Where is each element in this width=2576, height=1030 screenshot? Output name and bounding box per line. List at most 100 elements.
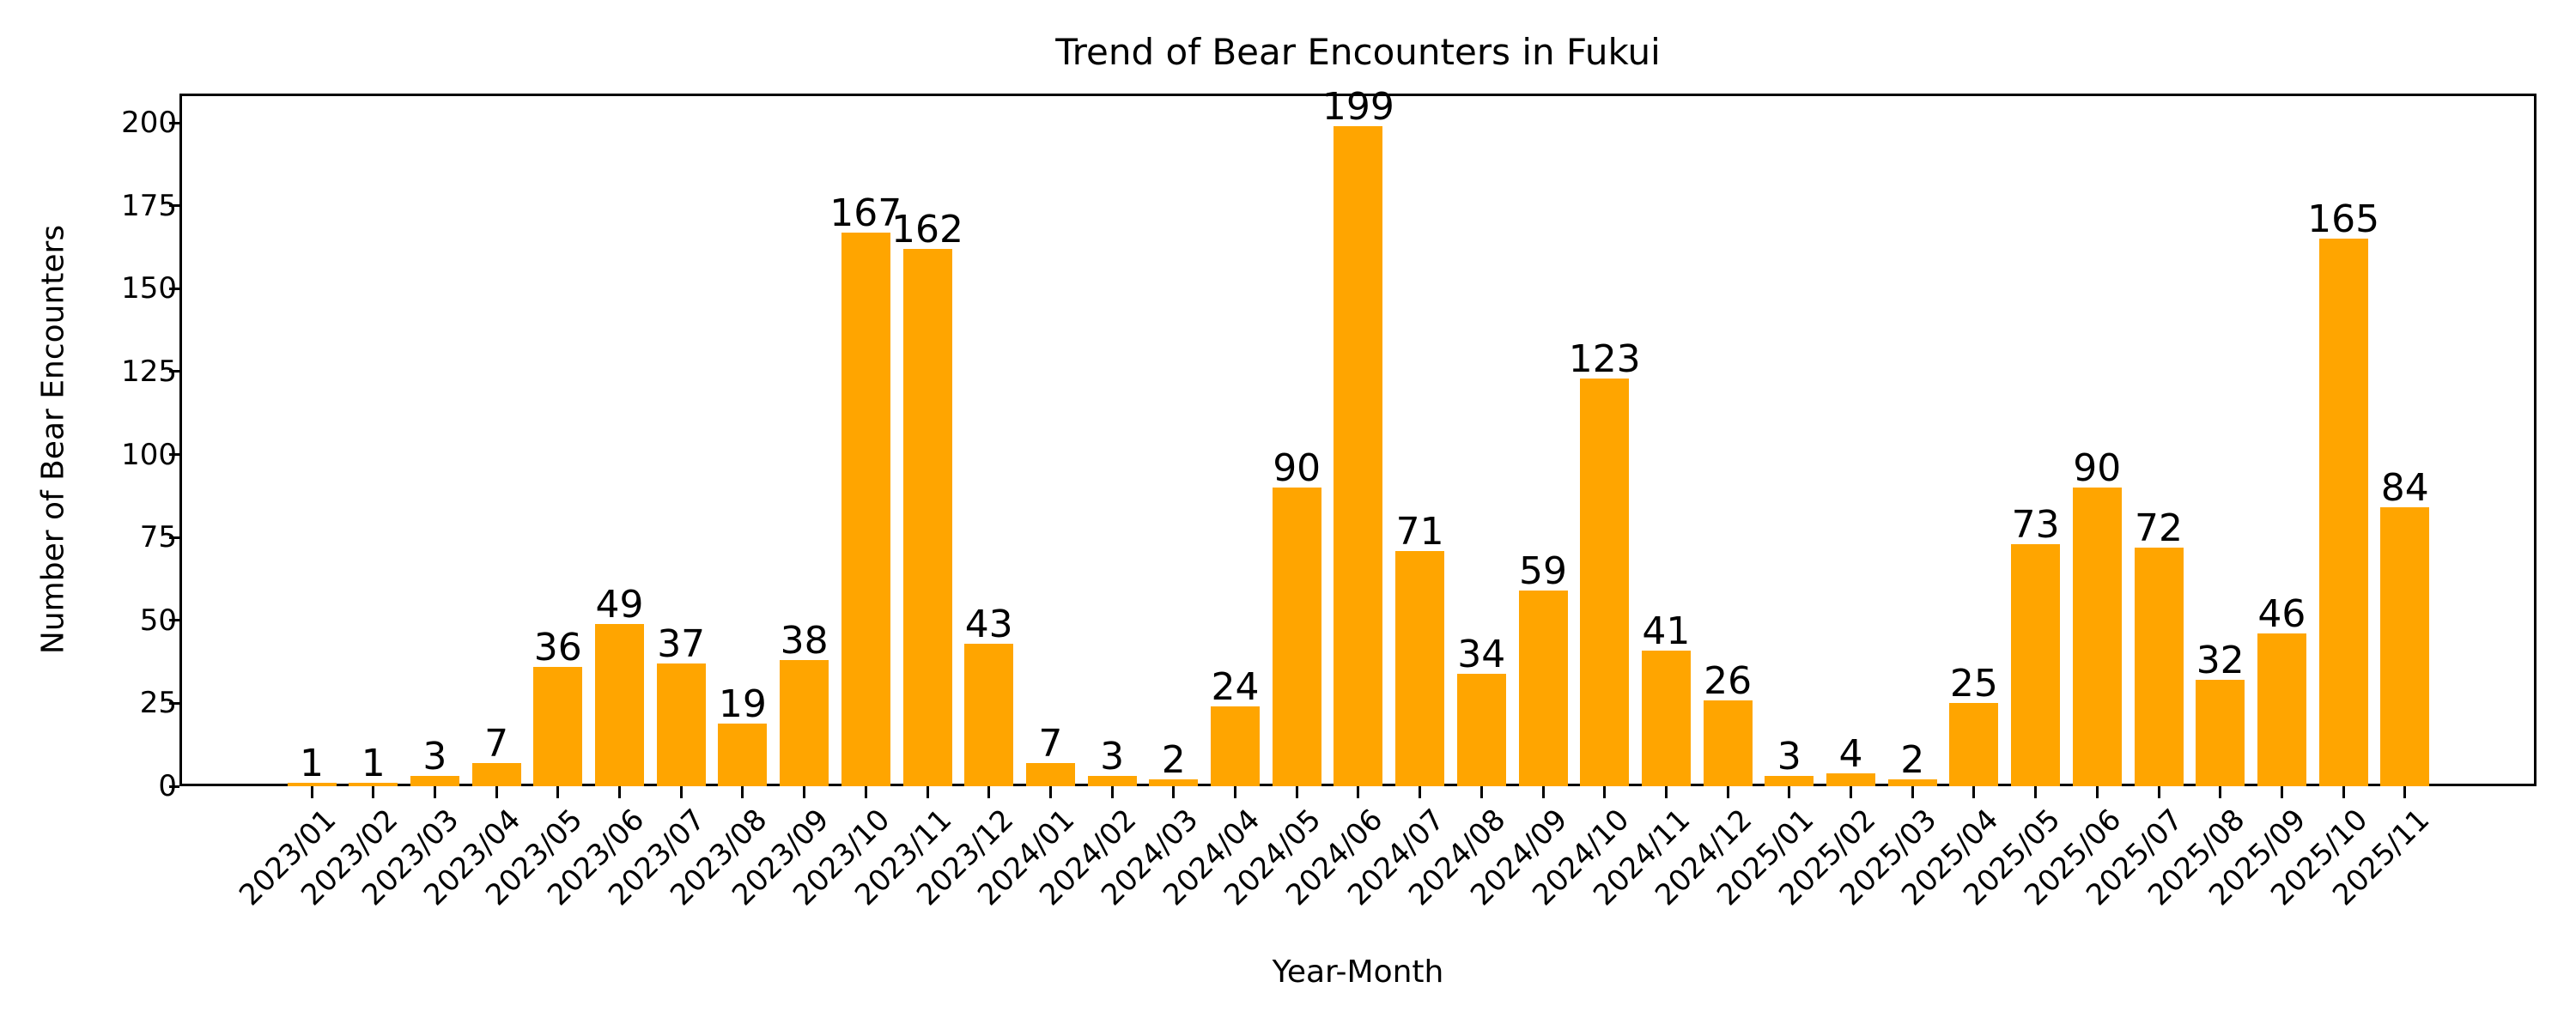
bar-value-label: 24 [1211, 665, 1260, 710]
bar [349, 783, 398, 786]
y-tick-label: 0 [158, 769, 177, 803]
bar-value-label: 26 [1704, 658, 1753, 703]
bar-value-label: 46 [2257, 592, 2306, 637]
bar-value-label: 38 [780, 619, 829, 663]
bar [1087, 776, 1137, 786]
bar-value-label: 2 [1161, 738, 1186, 783]
bar-value-label: 123 [1568, 336, 1641, 381]
bar [841, 232, 890, 786]
bar [471, 762, 521, 786]
bar [1826, 772, 1875, 786]
bar-value-label: 3 [422, 735, 447, 779]
bar [964, 643, 1014, 786]
bar-value-label: 32 [2196, 639, 2245, 683]
bar [2072, 488, 2122, 786]
bar-value-label: 41 [1642, 609, 1691, 653]
x-tick-mark [310, 786, 313, 798]
x-tick-mark [2219, 786, 2222, 798]
x-tick-mark [2342, 786, 2345, 798]
x-tick-mark [1234, 786, 1236, 798]
bar-value-label: 25 [1949, 662, 1998, 706]
bar [1703, 700, 1753, 786]
x-tick-mark [864, 786, 867, 798]
bar-value-label: 90 [1273, 446, 1321, 491]
y-tick-mark [169, 619, 179, 622]
x-tick-mark [1110, 786, 1114, 798]
x-tick-mark [1357, 786, 1360, 798]
bar-value-label: 167 [829, 191, 902, 235]
bar-value-label: 1 [300, 742, 324, 786]
y-tick-mark [169, 204, 179, 208]
x-tick-mark [1850, 786, 1852, 798]
bar-value-label: 3 [1100, 735, 1125, 779]
y-tick-mark [169, 701, 179, 705]
x-tick-mark [1726, 786, 1729, 798]
bar [2257, 633, 2306, 786]
bar-value-label: 199 [1321, 84, 1394, 129]
x-tick-mark [1048, 786, 1052, 798]
bar [595, 623, 644, 786]
x-tick-mark [1541, 786, 1545, 798]
bar [1765, 776, 1814, 786]
bar-value-label: 72 [2135, 506, 2183, 550]
x-tick-mark [987, 786, 991, 798]
bar [718, 723, 768, 786]
x-tick-mark [495, 786, 498, 798]
bar-value-label: 19 [718, 682, 767, 726]
bar [1025, 762, 1075, 786]
bar [1456, 673, 1506, 786]
x-tick-mark [2157, 786, 2160, 798]
bar-value-label: 43 [964, 602, 1013, 646]
bar [1580, 378, 1630, 786]
bar [2380, 507, 2430, 786]
x-tick-mark [2095, 786, 2099, 798]
bar [410, 776, 459, 786]
bar [902, 248, 952, 786]
y-tick-mark [169, 536, 179, 539]
y-axis-label: Number of Bear Encounters [35, 224, 71, 655]
bar [1887, 779, 1937, 786]
bar-value-label: 90 [2073, 446, 2122, 491]
bar-value-label: 84 [2380, 466, 2429, 511]
bar-value-label: 165 [2307, 197, 2380, 242]
bar [1395, 550, 1445, 786]
x-tick-mark [741, 786, 744, 798]
y-tick-label: 100 [121, 437, 177, 472]
bar [780, 660, 829, 786]
x-tick-mark [2034, 786, 2038, 798]
x-tick-mark [679, 786, 683, 798]
y-tick-mark [169, 287, 179, 290]
y-tick-mark [169, 785, 179, 788]
x-tick-mark [1788, 786, 1791, 798]
bar-value-label: 59 [1519, 548, 1567, 593]
x-tick-mark [556, 786, 560, 798]
x-tick-mark [1419, 786, 1422, 798]
x-tick-mark [2403, 786, 2407, 798]
bar [287, 783, 337, 786]
x-tick-mark [618, 786, 621, 798]
x-tick-mark [926, 786, 929, 798]
x-axis-label: Year-Month [1272, 954, 1444, 990]
x-tick-mark [1295, 786, 1298, 798]
y-tick-mark [169, 370, 179, 373]
bar [1334, 125, 1383, 786]
bar [1149, 779, 1199, 786]
bar-value-label: 7 [484, 721, 509, 766]
bar-value-label: 4 [1838, 731, 1863, 776]
bar-value-label: 49 [595, 582, 644, 627]
bar [656, 663, 706, 786]
bar-value-label: 2 [1900, 738, 1925, 783]
bar [1211, 706, 1260, 786]
bar-value-label: 73 [2011, 502, 2060, 547]
bar-value-label: 3 [1777, 735, 1801, 779]
bar-value-label: 162 [891, 207, 963, 251]
x-tick-mark [2280, 786, 2283, 798]
x-tick-mark [1603, 786, 1607, 798]
bar [1518, 590, 1568, 786]
bar-value-label: 1 [361, 742, 386, 786]
y-tick-label: 150 [121, 271, 177, 306]
y-tick-label: 175 [121, 188, 177, 223]
x-tick-mark [1479, 786, 1483, 798]
x-tick-mark [1664, 786, 1668, 798]
x-tick-mark [1911, 786, 1914, 798]
